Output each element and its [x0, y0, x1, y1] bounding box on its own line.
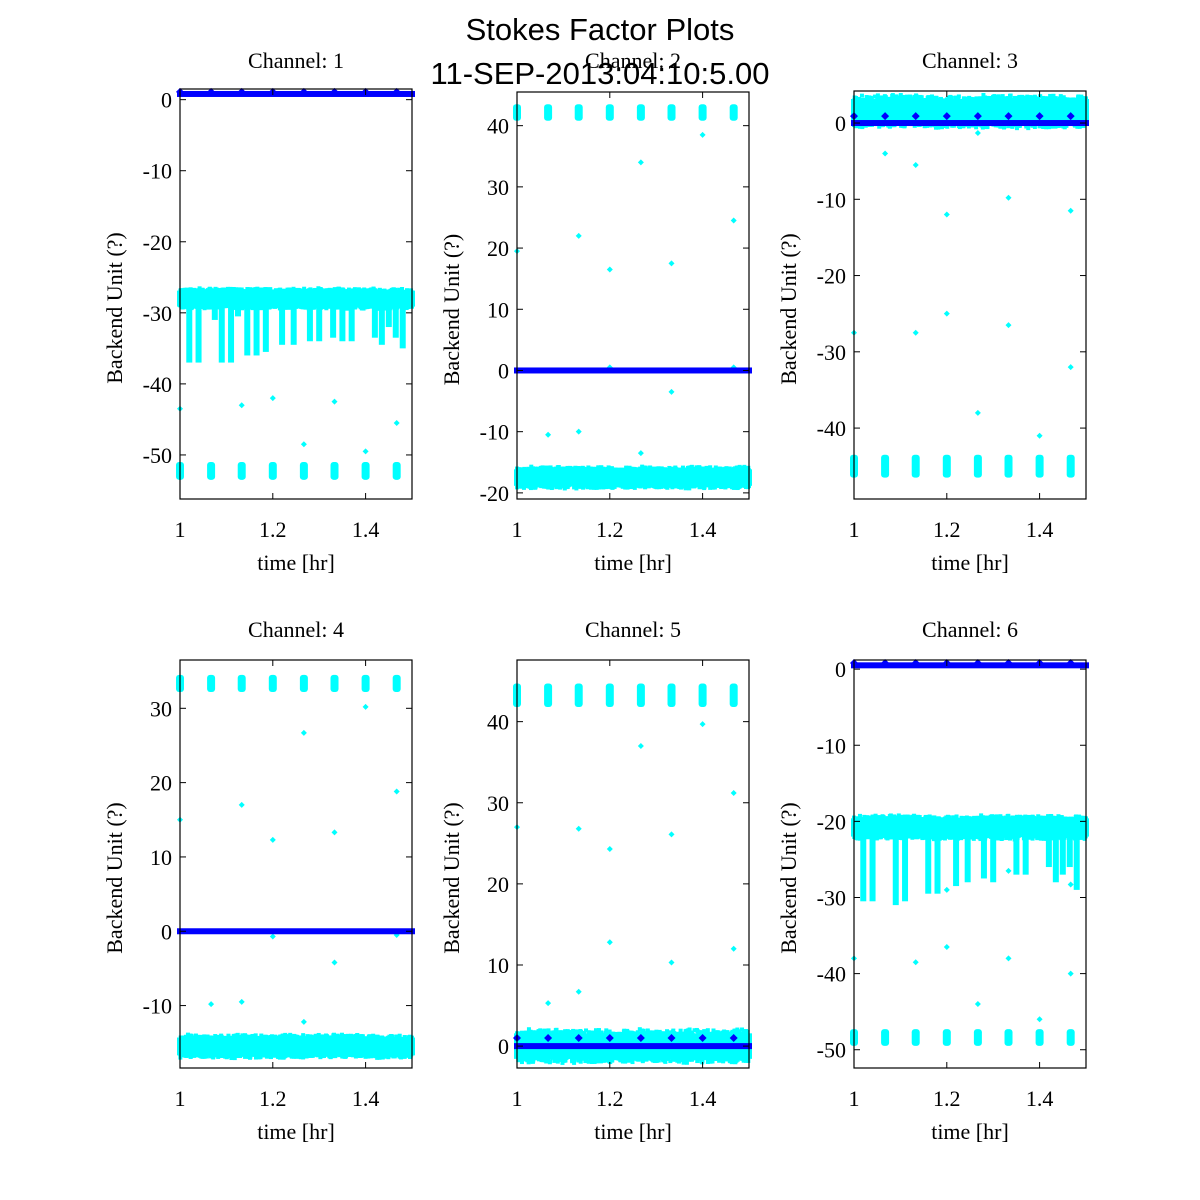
cyan-dip-streak — [330, 303, 337, 338]
cyan-dip-streak — [218, 303, 225, 363]
cyan-point — [550, 485, 555, 490]
cyan-dip-streak — [290, 303, 297, 345]
x-tick-label: 1.4 — [352, 517, 380, 542]
cyan-dip-streak — [306, 303, 313, 342]
cyan-point — [581, 485, 586, 490]
cyan-point — [225, 286, 230, 291]
cyan-point — [556, 465, 561, 470]
axes-box — [179, 88, 413, 500]
cyan-point — [336, 305, 341, 310]
cyan-point — [255, 286, 260, 291]
subplot-channel-1: 1 1.2 1.4 0 -10 -20 -30 -40 -50 Channel: 1 time [h… — [102, 48, 415, 575]
x-tick-label: 1 — [175, 517, 186, 542]
cyan-dip-streak — [235, 303, 241, 317]
series-cyan-outliers — [177, 395, 400, 455]
blue-marker — [299, 87, 308, 96]
cyan-point — [251, 306, 256, 311]
cyan-point — [268, 287, 273, 292]
series-blue — [176, 87, 415, 97]
cyan-point — [228, 286, 233, 291]
cyan-dip-streak — [385, 303, 392, 328]
cyan-point — [597, 485, 602, 490]
cyan-burst — [207, 462, 216, 480]
cyan-point — [400, 287, 405, 292]
cyan-dip-streak — [195, 303, 202, 363]
cyan-outlier-point — [393, 419, 400, 426]
blue-marker — [392, 87, 401, 96]
cyan-point — [302, 286, 307, 291]
cyan-point — [246, 287, 251, 292]
cyan-dip-streak — [262, 303, 269, 352]
cyan-dip-streak — [228, 303, 235, 363]
y-tick-label: -20 — [143, 230, 172, 255]
cyan-dip-streak — [348, 303, 355, 342]
cyan-outlier-point — [300, 441, 307, 448]
blue-marker — [237, 87, 246, 96]
cyan-dip-streak — [399, 303, 406, 349]
cyan-dip-streak — [244, 303, 251, 356]
cyan-point — [316, 286, 321, 291]
cyan-dip-streak — [392, 303, 399, 338]
blue-marker — [330, 87, 339, 96]
x-tick-label: 1.2 — [259, 517, 287, 542]
y-tick-label: -10 — [143, 159, 172, 184]
cyan-dip-streak — [279, 303, 286, 345]
cyan-burst — [392, 462, 401, 480]
y-axis-label: Backend Unit (?) — [102, 232, 127, 384]
cyan-burst — [361, 462, 370, 480]
x-axis-label: time [hr] — [257, 550, 335, 575]
series-cyan-band — [514, 464, 752, 491]
cyan-point — [586, 465, 591, 470]
y-tick-label: -30 — [143, 301, 172, 326]
cyan-outlier-point — [362, 448, 369, 455]
cyan-point — [393, 287, 398, 292]
y-tick-label: -50 — [143, 443, 172, 468]
cyan-dip-streak — [316, 303, 323, 342]
cyan-dip-streak — [253, 303, 260, 356]
cyan-dip-streak — [186, 303, 193, 363]
cyan-burst — [330, 462, 339, 480]
y-tick-label: 0 — [161, 88, 172, 113]
subplot-title: Channel: 1 — [248, 48, 344, 73]
cyan-outlier-point — [269, 395, 276, 402]
cyan-dip-streak — [211, 303, 218, 320]
plot-area — [513, 104, 752, 491]
cyan-burst — [237, 462, 246, 480]
cyan-outlier-point — [331, 398, 338, 405]
cyan-burst — [299, 462, 308, 480]
series-cyan-bursts — [176, 462, 401, 480]
blue-line — [177, 90, 415, 97]
cyan-dip-streak — [378, 303, 385, 345]
plot-area — [176, 87, 415, 480]
y-tick-label: -40 — [143, 372, 172, 397]
series-cyan-band-core — [177, 290, 415, 307]
cyan-burst — [268, 462, 277, 480]
cyan-outlier-point — [238, 402, 245, 409]
cyan-dip-streak — [339, 303, 346, 342]
cyan-dip-streak — [371, 303, 378, 338]
blue-marker — [207, 87, 216, 96]
cyan-point — [574, 486, 579, 491]
